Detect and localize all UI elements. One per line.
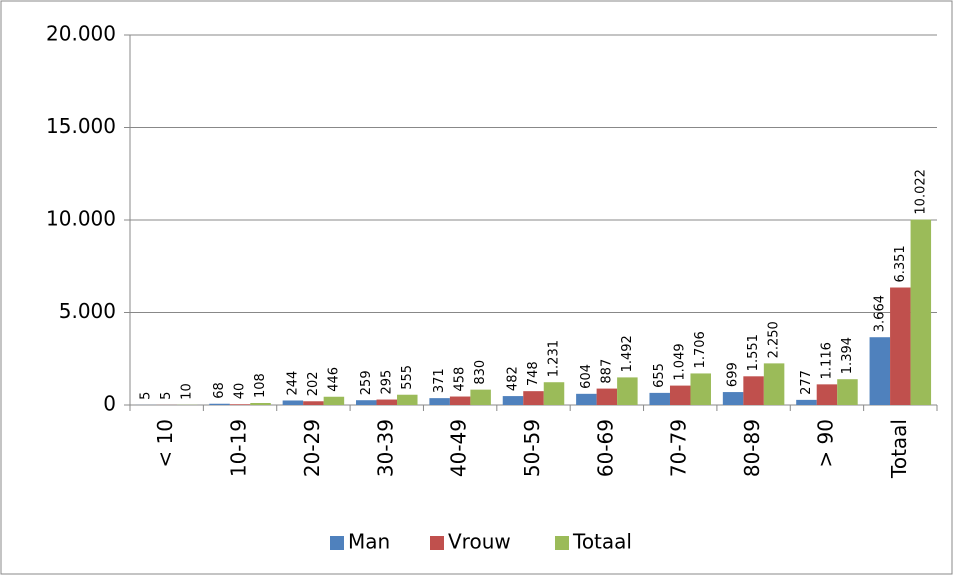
value-label: 6.351 — [893, 245, 908, 282]
y-tick-label: 15.000 — [46, 114, 116, 138]
bar — [502, 396, 524, 405]
value-label: 887 — [599, 359, 614, 384]
value-label: 5 — [139, 392, 154, 400]
value-label: 458 — [453, 367, 468, 392]
y-tick-label: 5.000 — [59, 299, 116, 323]
value-label: 1.394 — [840, 337, 855, 374]
value-label: 108 — [253, 373, 268, 398]
value-label: 1.116 — [819, 342, 834, 379]
bar — [910, 219, 932, 405]
value-label: 482 — [506, 366, 521, 391]
value-label: 604 — [579, 364, 594, 389]
bar — [743, 376, 764, 405]
y-tick-label: 0 — [103, 392, 116, 416]
bar — [617, 377, 638, 405]
legend-label: Man — [348, 530, 390, 554]
y-tick-label: 20.000 — [46, 22, 116, 46]
value-label: 202 — [306, 371, 321, 396]
bar — [250, 403, 271, 405]
x-tick-label: 60-69 — [593, 419, 617, 477]
value-label: 1.706 — [693, 331, 708, 368]
x-tick-label: 40-49 — [447, 419, 471, 477]
bar — [690, 373, 711, 405]
bar — [890, 287, 911, 405]
value-label: 277 — [799, 370, 814, 395]
value-label: 446 — [326, 367, 341, 392]
bar — [429, 398, 450, 405]
value-label: 5 — [159, 392, 174, 400]
x-tick-label: 30-39 — [373, 419, 397, 477]
value-label: 555 — [400, 365, 415, 390]
value-label: 1.049 — [673, 343, 688, 380]
value-label: 10.022 — [913, 169, 928, 215]
x-tick-label: < 10 — [153, 419, 177, 468]
value-label: 1.492 — [620, 335, 635, 372]
value-label: 1.231 — [547, 340, 562, 377]
value-label: 748 — [526, 361, 541, 386]
legend-swatch — [330, 536, 344, 550]
bar — [470, 389, 491, 405]
value-label: 830 — [473, 360, 488, 385]
value-label: 68 — [212, 382, 227, 399]
y-tick-label: 10.000 — [46, 207, 116, 231]
bar — [837, 379, 858, 405]
x-tick-label: 20-29 — [300, 419, 324, 477]
bar — [869, 337, 891, 405]
value-label: 1.551 — [746, 334, 761, 371]
value-label: 259 — [359, 370, 374, 395]
x-tick-label: 50-59 — [520, 419, 544, 477]
bar — [282, 400, 304, 405]
value-label: 244 — [285, 371, 300, 396]
bar — [796, 399, 817, 405]
bar — [576, 393, 597, 405]
value-label: 655 — [652, 363, 667, 388]
value-label: 40 — [233, 383, 248, 400]
legend-label: Vrouw — [448, 530, 511, 554]
bar — [449, 396, 471, 405]
value-label: 10 — [180, 383, 195, 400]
legend-swatch — [555, 536, 569, 550]
bar — [323, 396, 345, 405]
bar — [763, 363, 785, 405]
value-label: 2.250 — [767, 321, 782, 358]
bar — [816, 384, 838, 405]
value-label: 3.664 — [872, 295, 887, 332]
bar — [543, 382, 565, 405]
value-label: 371 — [432, 368, 447, 393]
bar — [596, 388, 618, 405]
x-tick-label: 80-89 — [740, 419, 764, 477]
bar — [649, 392, 670, 405]
x-tick-label: Totaal — [887, 419, 911, 479]
bar — [669, 385, 691, 405]
bar — [303, 401, 324, 405]
bar — [523, 391, 544, 405]
bar — [376, 399, 398, 405]
x-tick-label: > 90 — [813, 419, 837, 468]
bar — [397, 394, 418, 405]
x-tick-label: 10-19 — [227, 419, 251, 477]
legend-label: Totaal — [572, 530, 632, 554]
bar — [722, 392, 744, 405]
value-label: 699 — [726, 362, 741, 387]
bar — [229, 404, 251, 405]
legend-swatch — [430, 536, 444, 550]
x-tick-label: 70-79 — [667, 419, 691, 477]
bar — [209, 403, 230, 405]
bar — [356, 400, 377, 405]
value-label: 295 — [379, 370, 394, 395]
